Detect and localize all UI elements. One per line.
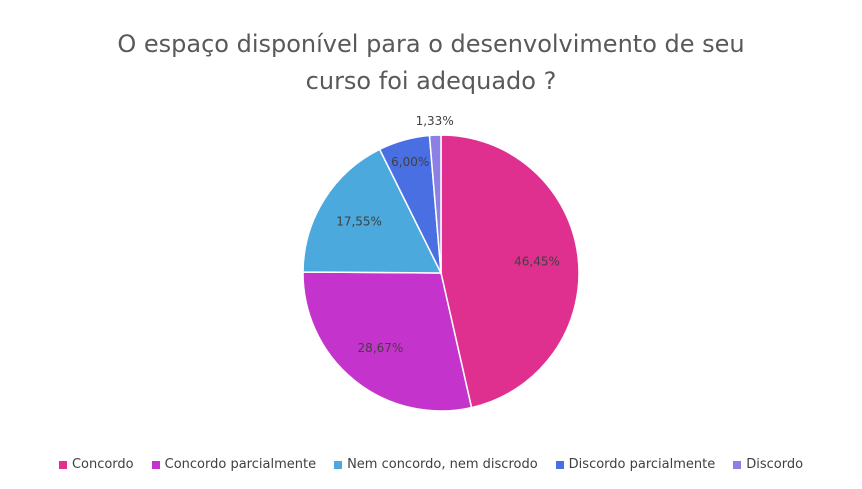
legend: Concordo Concordo parcialmente Nem concord… <box>0 457 862 472</box>
pie-slice <box>302 271 473 412</box>
legend-item: Discordo parcialmente <box>555 457 716 472</box>
pie-slice <box>440 134 580 409</box>
legend-item: Concordo parcialmente <box>151 457 317 472</box>
legend-label: Discordo parcialmente <box>568 457 716 472</box>
pie-slice <box>428 134 442 274</box>
legend-swatch <box>151 460 160 469</box>
legend-swatch <box>334 460 343 469</box>
data-label: 1,33% <box>416 114 454 128</box>
legend-swatch <box>58 460 67 469</box>
chart-title: O espaço disponível para o desenvolvimen… <box>117 30 745 95</box>
legend-label: Discordo <box>746 457 804 472</box>
legend-item: Concordo <box>58 457 134 472</box>
legend-label: Concordo <box>71 457 134 472</box>
data-label: 17,55% <box>336 214 382 228</box>
legend-label: Nem concordo, nem discrodo <box>347 457 538 472</box>
pie-slice <box>302 148 443 274</box>
data-label: 46,45% <box>514 255 560 269</box>
legend-swatch <box>555 460 564 469</box>
legend-label: Concordo parcialmente <box>164 457 317 472</box>
legend-item: Discordo <box>733 457 803 472</box>
legend-swatch <box>733 460 742 469</box>
legend-item: Nem concordo, nem discrodo <box>334 457 538 472</box>
data-label: 28,67% <box>358 341 404 355</box>
data-label: 6,00% <box>391 155 429 169</box>
